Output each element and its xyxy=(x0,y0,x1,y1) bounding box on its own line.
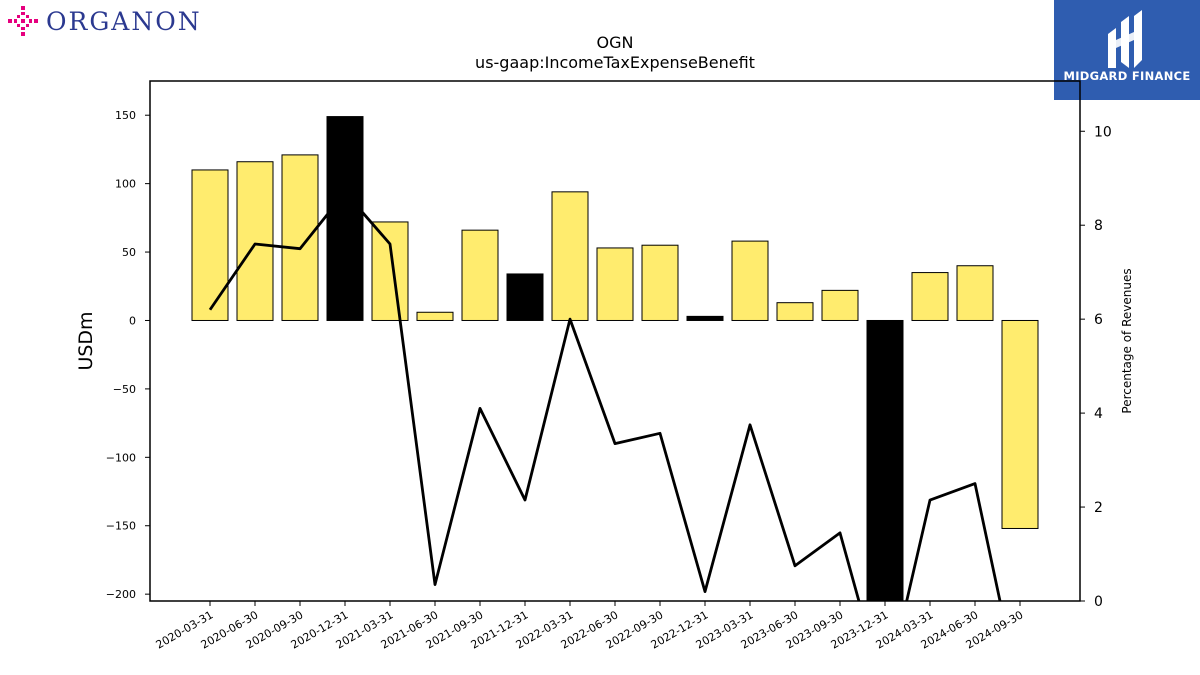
midgard-logo-icon xyxy=(1108,10,1142,68)
line-series xyxy=(208,190,1002,601)
bar-2023-06-30 xyxy=(776,302,814,321)
percentage-of-revenues-line xyxy=(208,190,1002,601)
organon-cross-icon xyxy=(8,6,38,36)
bar-2022-09-30 xyxy=(641,244,679,321)
y-tick-label: 50 xyxy=(122,246,136,259)
y2-tick-label: 10 xyxy=(1094,124,1112,140)
y-tick-label: −150 xyxy=(106,520,136,533)
y2-axis-label: Percentage of Revenues xyxy=(1120,268,1134,413)
y2-tick-label: 4 xyxy=(1094,406,1103,422)
organon-wordmark: ORGANON xyxy=(46,6,202,36)
bar-2021-03-31 xyxy=(371,221,409,321)
bar-2020-09-30 xyxy=(281,154,319,321)
x-axis: 2020-03-312020-06-302020-09-302020-12-31… xyxy=(154,601,1026,652)
bar-2021-12-31 xyxy=(506,273,544,321)
left-axis: −200 −150 −100 −50 0 50 100 150 xyxy=(106,109,150,601)
bar-2020-12-31 xyxy=(326,116,364,321)
y-tick-label: 100 xyxy=(115,178,136,191)
bar-2022-06-30 xyxy=(596,247,634,321)
midgard-finance-logo: MIDGARD FINANCE xyxy=(1054,0,1200,100)
midgard-wordmark: MIDGARD FINANCE xyxy=(1063,69,1191,83)
bar-2024-06-30 xyxy=(956,265,994,321)
bar-2020-06-30 xyxy=(236,161,274,321)
bar-2024-09-30 xyxy=(1001,319,1039,529)
y-tick-label: 150 xyxy=(115,109,136,122)
bar-2023-03-31 xyxy=(731,240,769,321)
bar-series xyxy=(191,116,1039,602)
bar-2022-03-31 xyxy=(551,191,589,321)
bar-2020-03-31 xyxy=(191,169,229,321)
y2-tick-label: 8 xyxy=(1094,218,1103,234)
y2-tick-label: 0 xyxy=(1094,594,1103,610)
y-tick-label: 0 xyxy=(129,314,136,327)
right-axis: 0 2 4 6 8 10 xyxy=(1080,124,1112,610)
bar-2021-06-30 xyxy=(416,311,454,321)
organon-logo: ORGANON xyxy=(6,4,202,38)
bar-2023-09-30 xyxy=(821,289,859,321)
y-tick-label: −100 xyxy=(106,451,136,464)
bar-2021-09-30 xyxy=(461,229,499,321)
y2-tick-label: 6 xyxy=(1094,312,1103,328)
y-tick-label: −50 xyxy=(113,383,136,396)
y-tick-label: −200 xyxy=(106,588,136,601)
bar-2024-03-31 xyxy=(911,272,949,321)
chart-subtitle: us-gaap:IncomeTaxExpenseBenefit xyxy=(475,53,755,72)
y2-tick-label: 2 xyxy=(1094,500,1103,516)
chart-title: OGN xyxy=(597,33,634,52)
bar-2022-12-31 xyxy=(686,315,724,321)
y-axis-label: USDm xyxy=(75,311,97,370)
bar-2023-12-31 xyxy=(866,319,904,602)
